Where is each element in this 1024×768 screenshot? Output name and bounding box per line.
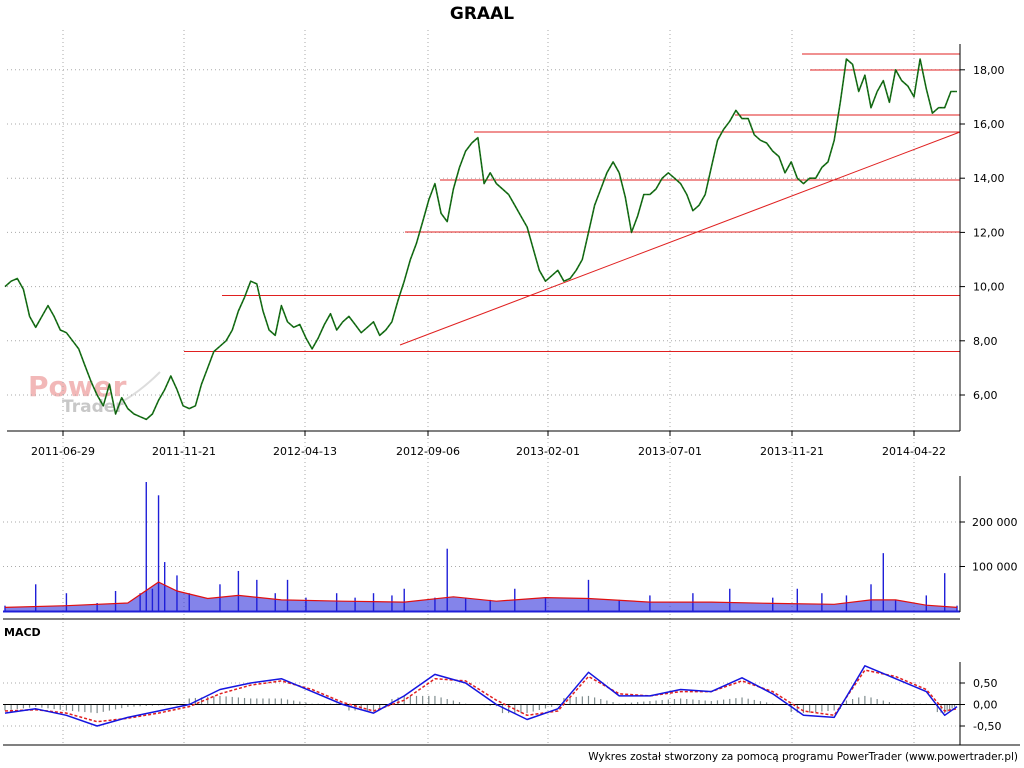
volume-tick-label: 200 000 bbox=[972, 516, 1018, 529]
macd-tick-label: -0,50 bbox=[973, 720, 1001, 733]
volume-y-axis: 100 000 200 000 bbox=[960, 516, 1018, 574]
footer-credit: Wykres został stworzony za pomocą progra… bbox=[588, 751, 1018, 763]
price-tick-label: 10,00 bbox=[973, 281, 1005, 294]
macd-tick-label: 0,50 bbox=[973, 677, 998, 690]
date-tick-label: 2014-04-22 bbox=[882, 445, 946, 458]
chart-title: GRAAL bbox=[450, 4, 514, 24]
watermark-swoosh-icon bbox=[117, 371, 161, 405]
macd-signal-line bbox=[4, 669, 958, 723]
price-tick-label: 18,00 bbox=[973, 64, 1005, 77]
date-tick-label: 2011-11-21 bbox=[152, 445, 216, 458]
price-series bbox=[4, 58, 957, 421]
price-candle-wicks-1 bbox=[618, 58, 957, 234]
date-tick-label: 2011-06-29 bbox=[31, 445, 95, 458]
date-tick-label: 2013-07-01 bbox=[638, 445, 702, 458]
price-tick-label: 12,00 bbox=[973, 226, 1005, 239]
volume-tick-label: 100 000 bbox=[972, 561, 1018, 574]
macd-label: MACD bbox=[4, 626, 41, 639]
watermark-word-trader: Trader bbox=[62, 397, 124, 417]
date-tick-label: 2013-11-21 bbox=[760, 445, 824, 458]
date-axis-ticks: 2011-06-29 2011-11-21 2012-04-13 2012-09-06… bbox=[31, 431, 946, 458]
macd-y-axis: -0,50 0,00 0,50 bbox=[960, 677, 1001, 733]
macd-tick-label: 0,00 bbox=[973, 699, 998, 712]
support-resistance-lines bbox=[184, 53, 961, 352]
price-tick-label: 6,00 bbox=[973, 389, 998, 402]
volume-average-line bbox=[4, 581, 958, 608]
volume-density-fill bbox=[5, 582, 957, 611]
price-tick-label: 8,00 bbox=[973, 335, 998, 348]
date-tick-label: 2012-04-13 bbox=[273, 445, 337, 458]
date-tick-label: 2013-02-01 bbox=[516, 445, 580, 458]
price-tick-label: 16,00 bbox=[973, 118, 1005, 131]
volume-moving-average bbox=[4, 581, 958, 611]
macd-lines bbox=[4, 665, 958, 727]
macd-line bbox=[4, 665, 958, 727]
price-candle-wicks-0 bbox=[4, 137, 620, 420]
price-tick-label: 14,00 bbox=[973, 172, 1005, 185]
uptrend-line bbox=[399, 131, 961, 346]
price-y-axis: 6,00 8,00 10,00 12,00 14,00 16,00 18,00 bbox=[960, 64, 1005, 402]
date-tick-label: 2012-09-06 bbox=[396, 445, 460, 458]
